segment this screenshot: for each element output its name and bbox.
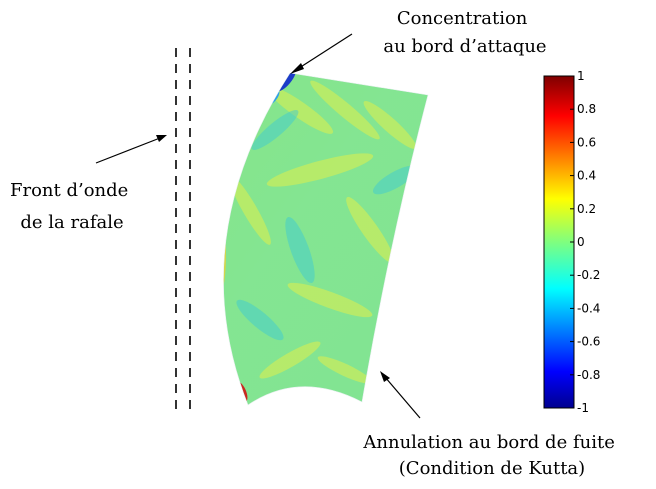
colorbar-tick-label: -0.2 — [577, 268, 600, 282]
colorbar-tick-label: -0.8 — [577, 368, 600, 382]
colorbar-tick-label: -1 — [577, 401, 589, 415]
colorbar-tick-label: 1 — [577, 69, 585, 83]
gust-front-line1: Front d’onde — [10, 180, 128, 201]
colorbar-tick-label: 0.2 — [577, 202, 596, 216]
colorbar-tick-label: -0.4 — [577, 301, 600, 315]
leading-edge-line2: au bord d’attaque — [383, 36, 546, 57]
colorbar — [543, 75, 575, 409]
trailing-edge-line1: Annulation au bord de fuite — [362, 432, 614, 453]
leading-edge-line1: Concentration — [397, 8, 528, 29]
arrow-gust-front — [95, 135, 167, 164]
colorbar-tick-label: -0.6 — [577, 335, 600, 349]
colorbar-tick-label: 0.4 — [577, 169, 596, 183]
annotation-leading-edge: Concentration au bord d’attaque — [383, 8, 546, 57]
blade-pressure-field — [223, 73, 428, 405]
colorbar-ticks: 1 0.8 0.6 0.4 0.2 0 -0.2 -0.4 -0.6 -0.8 -1 — [570, 69, 600, 415]
arrow-leading-edge — [290, 33, 353, 74]
colorbar-tick-label: 0.8 — [577, 102, 596, 116]
annotation-trailing-edge: Annulation au bord de fuite (Condition d… — [362, 432, 620, 479]
gust-front-line2: de la rafale — [20, 212, 123, 233]
trailing-edge-line2: (Condition de Kutta) — [399, 458, 585, 479]
arrow-trailing-edge — [380, 371, 421, 419]
colorbar-tick-label: 0.6 — [577, 135, 596, 149]
annotation-gust-front: Front d’onde de la rafale — [10, 180, 134, 233]
colorbar-tick-label: 0 — [577, 235, 585, 249]
